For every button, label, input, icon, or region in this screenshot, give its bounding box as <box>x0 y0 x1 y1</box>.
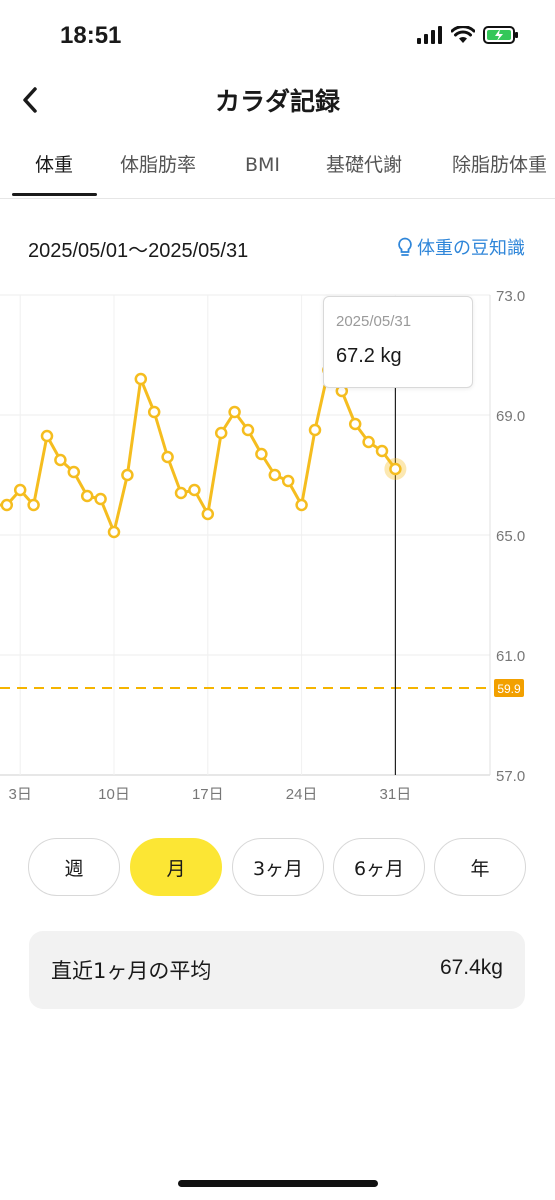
data-point <box>67 465 81 479</box>
y-tick-label: 57.0 <box>496 768 525 785</box>
data-point <box>389 462 402 476</box>
data-point <box>27 498 40 512</box>
period-month-button[interactable]: 月 <box>130 838 222 896</box>
data-point <box>281 474 295 488</box>
weight-tips-label: 体重の豆知識 <box>417 238 525 259</box>
y-tick-label: 65.0 <box>496 528 525 545</box>
status-icons <box>417 25 519 48</box>
tab-body-fat[interactable]: 体脂肪率 <box>120 154 197 176</box>
data-point <box>107 525 121 539</box>
tab-bmi[interactable]: BMI <box>245 154 281 176</box>
data-point <box>121 468 134 482</box>
weight-tips-link[interactable]: 体重の豆知識 <box>397 234 525 260</box>
target-label: 59.9 <box>497 682 521 696</box>
date-range: 2025/05/01〜2025/05/31 <box>28 240 249 262</box>
data-point <box>308 423 322 437</box>
data-point <box>174 486 188 500</box>
data-point <box>188 483 201 497</box>
x-tick-label: 10日 <box>98 786 130 800</box>
average-card: 直近1ヶ月の平均 67.4kg <box>29 931 525 1009</box>
data-point <box>94 492 107 506</box>
weight-chart-svg: 73.0 69.0 65.0 61.0 57.0 3日 10日 17日 24日 31日 59.9 <box>0 288 525 803</box>
page-title: カラダ記録 <box>214 87 340 116</box>
period-3months-button[interactable]: 3ヶ月 <box>232 838 324 896</box>
nav-bar: カラダ記録 <box>0 70 555 130</box>
data-point <box>40 429 54 443</box>
wifi-icon <box>450 25 476 48</box>
y-tick-label: 73.0 <box>496 288 525 305</box>
data-point <box>0 498 14 512</box>
tooltip-date: 2025/05/31 <box>336 313 412 330</box>
data-point <box>362 435 375 449</box>
average-label: 直近1ヶ月の平均 <box>51 959 212 983</box>
data-point <box>255 447 268 461</box>
x-tick-label: 31日 <box>380 786 412 800</box>
lightbulb-icon <box>398 237 412 256</box>
data-point <box>268 468 282 482</box>
data-point <box>348 417 362 431</box>
data-point <box>214 426 228 440</box>
signal-icon <box>417 26 443 48</box>
data-point <box>134 372 148 386</box>
period-selector: 週 月 3ヶ月 6ヶ月 年 <box>0 838 555 898</box>
data-point <box>147 405 161 419</box>
data-point <box>375 444 389 458</box>
tab-basal-metabolism[interactable]: 基礎代謝 <box>326 154 403 176</box>
period-week-button[interactable]: 週 <box>28 838 120 896</box>
data-point <box>241 423 255 437</box>
chevron-left-icon <box>23 87 37 113</box>
data-point <box>80 489 94 503</box>
average-value: 67.4kg <box>439 956 503 979</box>
x-tick-label: 24日 <box>286 786 318 800</box>
metric-tabs: 体重 体脂肪率 BMI 基礎代謝 除脂肪体重 <box>0 140 555 199</box>
tab-lean-body-mass[interactable]: 除脂肪体重 <box>452 154 548 176</box>
weight-line <box>0 368 397 534</box>
back-button[interactable] <box>8 78 52 122</box>
home-indicator <box>178 1180 378 1187</box>
data-point <box>201 507 215 521</box>
data-point <box>295 498 308 512</box>
period-year-button[interactable]: 年 <box>434 838 526 896</box>
status-time: 18:51 <box>60 22 122 49</box>
data-point <box>13 483 27 497</box>
tab-weight[interactable]: 体重 <box>35 154 74 176</box>
chart-tooltip: 2025/05/31 67.2 kg <box>323 296 473 388</box>
period-6months-button[interactable]: 6ヶ月 <box>333 838 425 896</box>
status-bar: 18:51 <box>0 0 555 70</box>
data-point <box>161 450 174 464</box>
data-point <box>54 453 67 467</box>
active-tab-indicator <box>12 193 97 196</box>
x-tick-label: 17日 <box>192 786 224 800</box>
target-badge <box>494 679 524 697</box>
x-tick-label: 3日 <box>9 786 32 800</box>
weight-chart[interactable]: 73.0 69.0 65.0 61.0 57.0 3日 10日 17日 24日 31日 59.9 <box>0 280 555 803</box>
y-tick-label: 61.0 <box>496 648 525 665</box>
y-tick-label: 69.0 <box>496 408 525 425</box>
tooltip-value: 67.2 kg <box>336 345 402 367</box>
data-point <box>228 405 241 419</box>
battery-charging-icon <box>483 26 519 48</box>
